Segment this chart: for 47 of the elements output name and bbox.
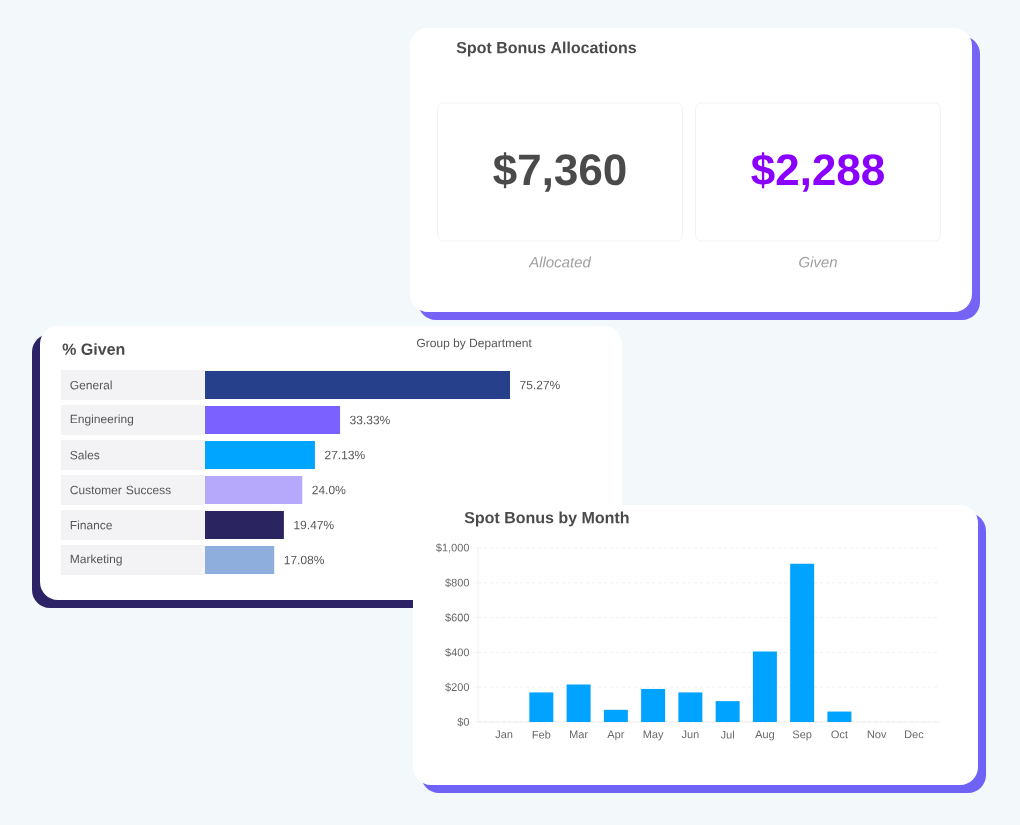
chart-title: Spot Bonus by Month — [464, 511, 629, 527]
x-tick-label: Dec — [905, 730, 924, 739]
data-label: 27.13% — [325, 450, 365, 460]
bar — [715, 701, 740, 722]
bar — [752, 651, 777, 722]
x-tick-label: Jul — [720, 730, 734, 739]
bar — [678, 692, 703, 722]
data-label: 19.47% — [294, 520, 334, 530]
data-label: 75.27% — [520, 380, 560, 390]
y-tick-label: Finance — [70, 520, 112, 530]
x-tick-label: Jan — [495, 730, 513, 739]
bar — [641, 688, 666, 722]
x-tick-label: Feb — [532, 730, 551, 739]
bar — [790, 563, 815, 722]
text: Group by Department — [417, 338, 532, 350]
y-tick-label: $1,000 — [435, 543, 470, 553]
text: Spot Bonus Allocations — [456, 41, 637, 57]
data-label: 33.33% — [350, 415, 390, 425]
x-tick-label: Jun — [681, 730, 699, 739]
x-tick-label: Oct — [831, 730, 848, 739]
x-tick-label: Nov — [867, 730, 887, 739]
x-tick-label: Mar — [570, 730, 588, 739]
y-tick-label: $200 — [445, 682, 470, 692]
y-tick-label: $0 — [457, 717, 470, 727]
data-label: 17.08% — [284, 555, 325, 565]
y-tick-label: Customer Success — [70, 485, 171, 495]
y-tick-label: $400 — [445, 647, 470, 657]
y-tick-label: Marketing — [70, 554, 122, 566]
y-tick-label: Sales — [70, 450, 100, 460]
text: $7,360 — [493, 152, 626, 192]
bar — [827, 711, 852, 722]
text: $2,288 — [751, 152, 884, 192]
x-tick-label: Apr — [607, 730, 625, 741]
bar — [566, 684, 591, 722]
text: Given — [799, 256, 837, 268]
bar — [603, 709, 628, 722]
y-tick-label: General — [70, 380, 112, 390]
y-tick-label: $800 — [445, 578, 470, 588]
bar — [529, 692, 554, 722]
x-tick-label: Sep — [792, 730, 812, 741]
y-tick-label: Engineering — [70, 414, 134, 426]
x-tick-label: May — [643, 730, 664, 741]
x-tick-label: Aug — [755, 730, 774, 741]
text: Allocated — [528, 256, 592, 268]
chart-title: % Given — [62, 343, 125, 355]
y-tick-label: $600 — [445, 613, 470, 623]
data-label: 24.0% — [312, 485, 346, 495]
